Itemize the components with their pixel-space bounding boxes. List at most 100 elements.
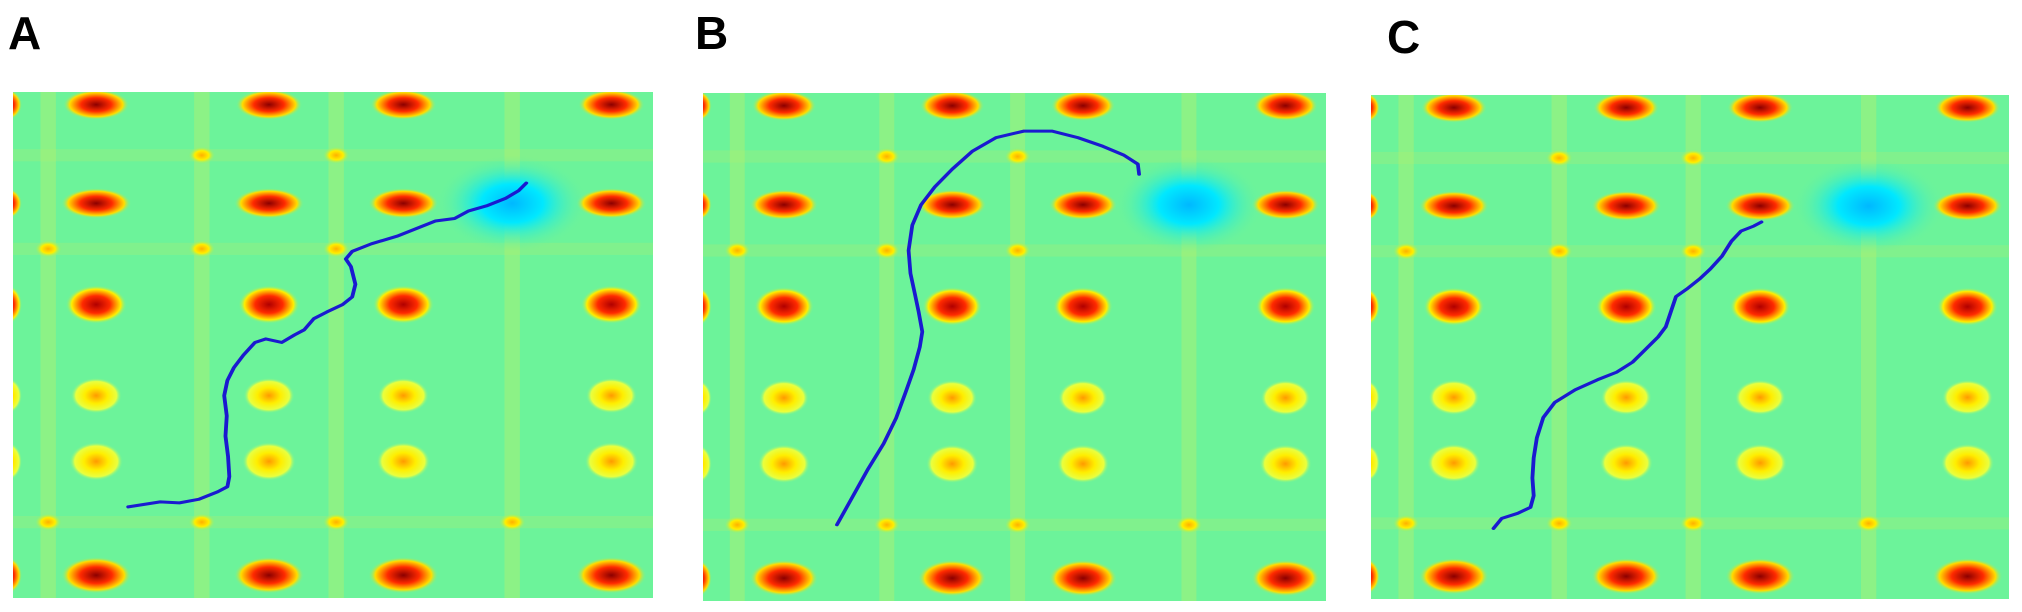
panel-label-b: B — [695, 7, 729, 59]
landscape-small-peak — [34, 512, 63, 532]
landscape-peak — [238, 285, 300, 324]
landscape-peak — [580, 285, 643, 324]
landscape-peak — [13, 558, 22, 593]
landscape-small-peak — [1392, 514, 1421, 533]
landscape-small-peak — [187, 146, 216, 165]
landscape-small-peak — [1679, 242, 1708, 261]
landscape-peak — [576, 557, 647, 594]
landscape-peak — [13, 286, 22, 323]
landscape-peak — [576, 188, 647, 219]
landscape-peak — [243, 377, 295, 414]
landscape-peak — [1423, 287, 1485, 326]
landscape-peak — [703, 381, 712, 415]
landscape-peak — [1371, 380, 1380, 414]
landscape-peak — [759, 380, 809, 416]
landscape-small-peak — [322, 512, 351, 532]
landscape-peak — [1053, 287, 1113, 326]
landscape-peak — [1048, 189, 1118, 220]
landscape-small-peak — [1854, 514, 1883, 533]
panel-label-c: C — [1387, 11, 1421, 63]
landscape-small-peak — [723, 241, 751, 260]
panel-b-plot — [703, 93, 1326, 601]
landscape-peak — [372, 285, 435, 324]
landscape-peak — [62, 92, 130, 120]
landscape-peak — [13, 379, 22, 413]
landscape-peak — [1251, 189, 1320, 220]
landscape-small-peak — [187, 239, 216, 258]
landscape-peak — [578, 92, 645, 120]
panel-c-heatmap — [1371, 95, 2009, 599]
landscape-valley — [1792, 158, 1946, 254]
landscape-peak — [1727, 95, 1794, 123]
landscape-peak — [70, 377, 122, 414]
landscape-peak — [1934, 95, 2001, 123]
landscape-band — [1398, 95, 1414, 599]
landscape-small-peak — [1175, 515, 1203, 534]
landscape-small-peak — [1003, 147, 1032, 166]
landscape-peak — [1255, 287, 1316, 326]
landscape-peak — [1932, 190, 2003, 221]
trajectory-path — [1491, 220, 1764, 530]
landscape-peak — [1253, 93, 1318, 121]
landscape-small-peak — [1392, 242, 1421, 261]
landscape-peak — [749, 559, 819, 597]
landscape-small-peak — [498, 512, 527, 532]
trajectory-path — [126, 181, 529, 509]
landscape-peak — [1729, 287, 1791, 326]
landscape-small-peak — [1545, 148, 1574, 168]
landscape-peak — [376, 442, 431, 481]
landscape-small-peak — [873, 515, 901, 534]
landscape-peak — [703, 93, 712, 120]
landscape-small-peak — [1545, 242, 1574, 261]
landscape-small-peak — [322, 239, 351, 258]
landscape-peak — [1251, 559, 1320, 597]
landscape-peak — [1733, 443, 1787, 483]
landscape-peak — [917, 189, 987, 220]
landscape-peak — [1371, 445, 1380, 481]
landscape-peak — [1593, 95, 1660, 123]
trajectory-path — [835, 129, 1141, 527]
landscape-peak — [919, 93, 985, 121]
landscape-peak — [1259, 444, 1312, 484]
landscape-peak — [751, 93, 817, 121]
landscape-band — [1685, 95, 1701, 599]
landscape-small-peak — [1003, 241, 1032, 260]
landscape-peak — [368, 188, 439, 219]
landscape-small-peak — [34, 239, 63, 258]
landscape-band — [879, 93, 895, 601]
landscape-peak — [1734, 379, 1786, 416]
landscape-band — [194, 92, 210, 598]
panel-c-plot — [1371, 95, 2009, 599]
landscape-peak — [703, 190, 712, 219]
landscape-peak — [13, 443, 22, 480]
landscape-peak — [1260, 380, 1311, 416]
landscape-peak — [1418, 190, 1490, 221]
landscape-peak — [1600, 379, 1652, 416]
landscape-peak — [61, 557, 132, 594]
landscape-band — [1551, 95, 1567, 599]
landscape-peak — [927, 380, 978, 416]
landscape-peak — [1725, 190, 1796, 221]
landscape-small-peak — [1679, 148, 1708, 168]
landscape-peak — [1418, 558, 1490, 595]
landscape-peak — [1050, 93, 1116, 121]
landscape-peak — [703, 288, 712, 325]
landscape-band — [328, 92, 344, 598]
landscape-peak — [1595, 287, 1657, 326]
landscape-small-peak — [322, 146, 351, 165]
panel-label-a: A — [8, 7, 42, 59]
landscape-peak — [917, 559, 987, 597]
landscape-peak — [242, 442, 296, 481]
landscape-peak — [1428, 379, 1480, 416]
landscape-peak — [233, 557, 305, 594]
landscape-small-peak — [187, 512, 216, 532]
landscape-peak — [1940, 443, 1995, 483]
landscape-band — [1010, 93, 1026, 601]
landscape-peak — [1371, 559, 1380, 594]
landscape-peak — [1058, 380, 1108, 416]
landscape-peak — [585, 377, 637, 414]
landscape-peak — [13, 92, 22, 119]
landscape-small-peak — [873, 241, 901, 260]
landscape-small-peak — [1545, 514, 1574, 533]
landscape-peak — [1591, 190, 1662, 221]
